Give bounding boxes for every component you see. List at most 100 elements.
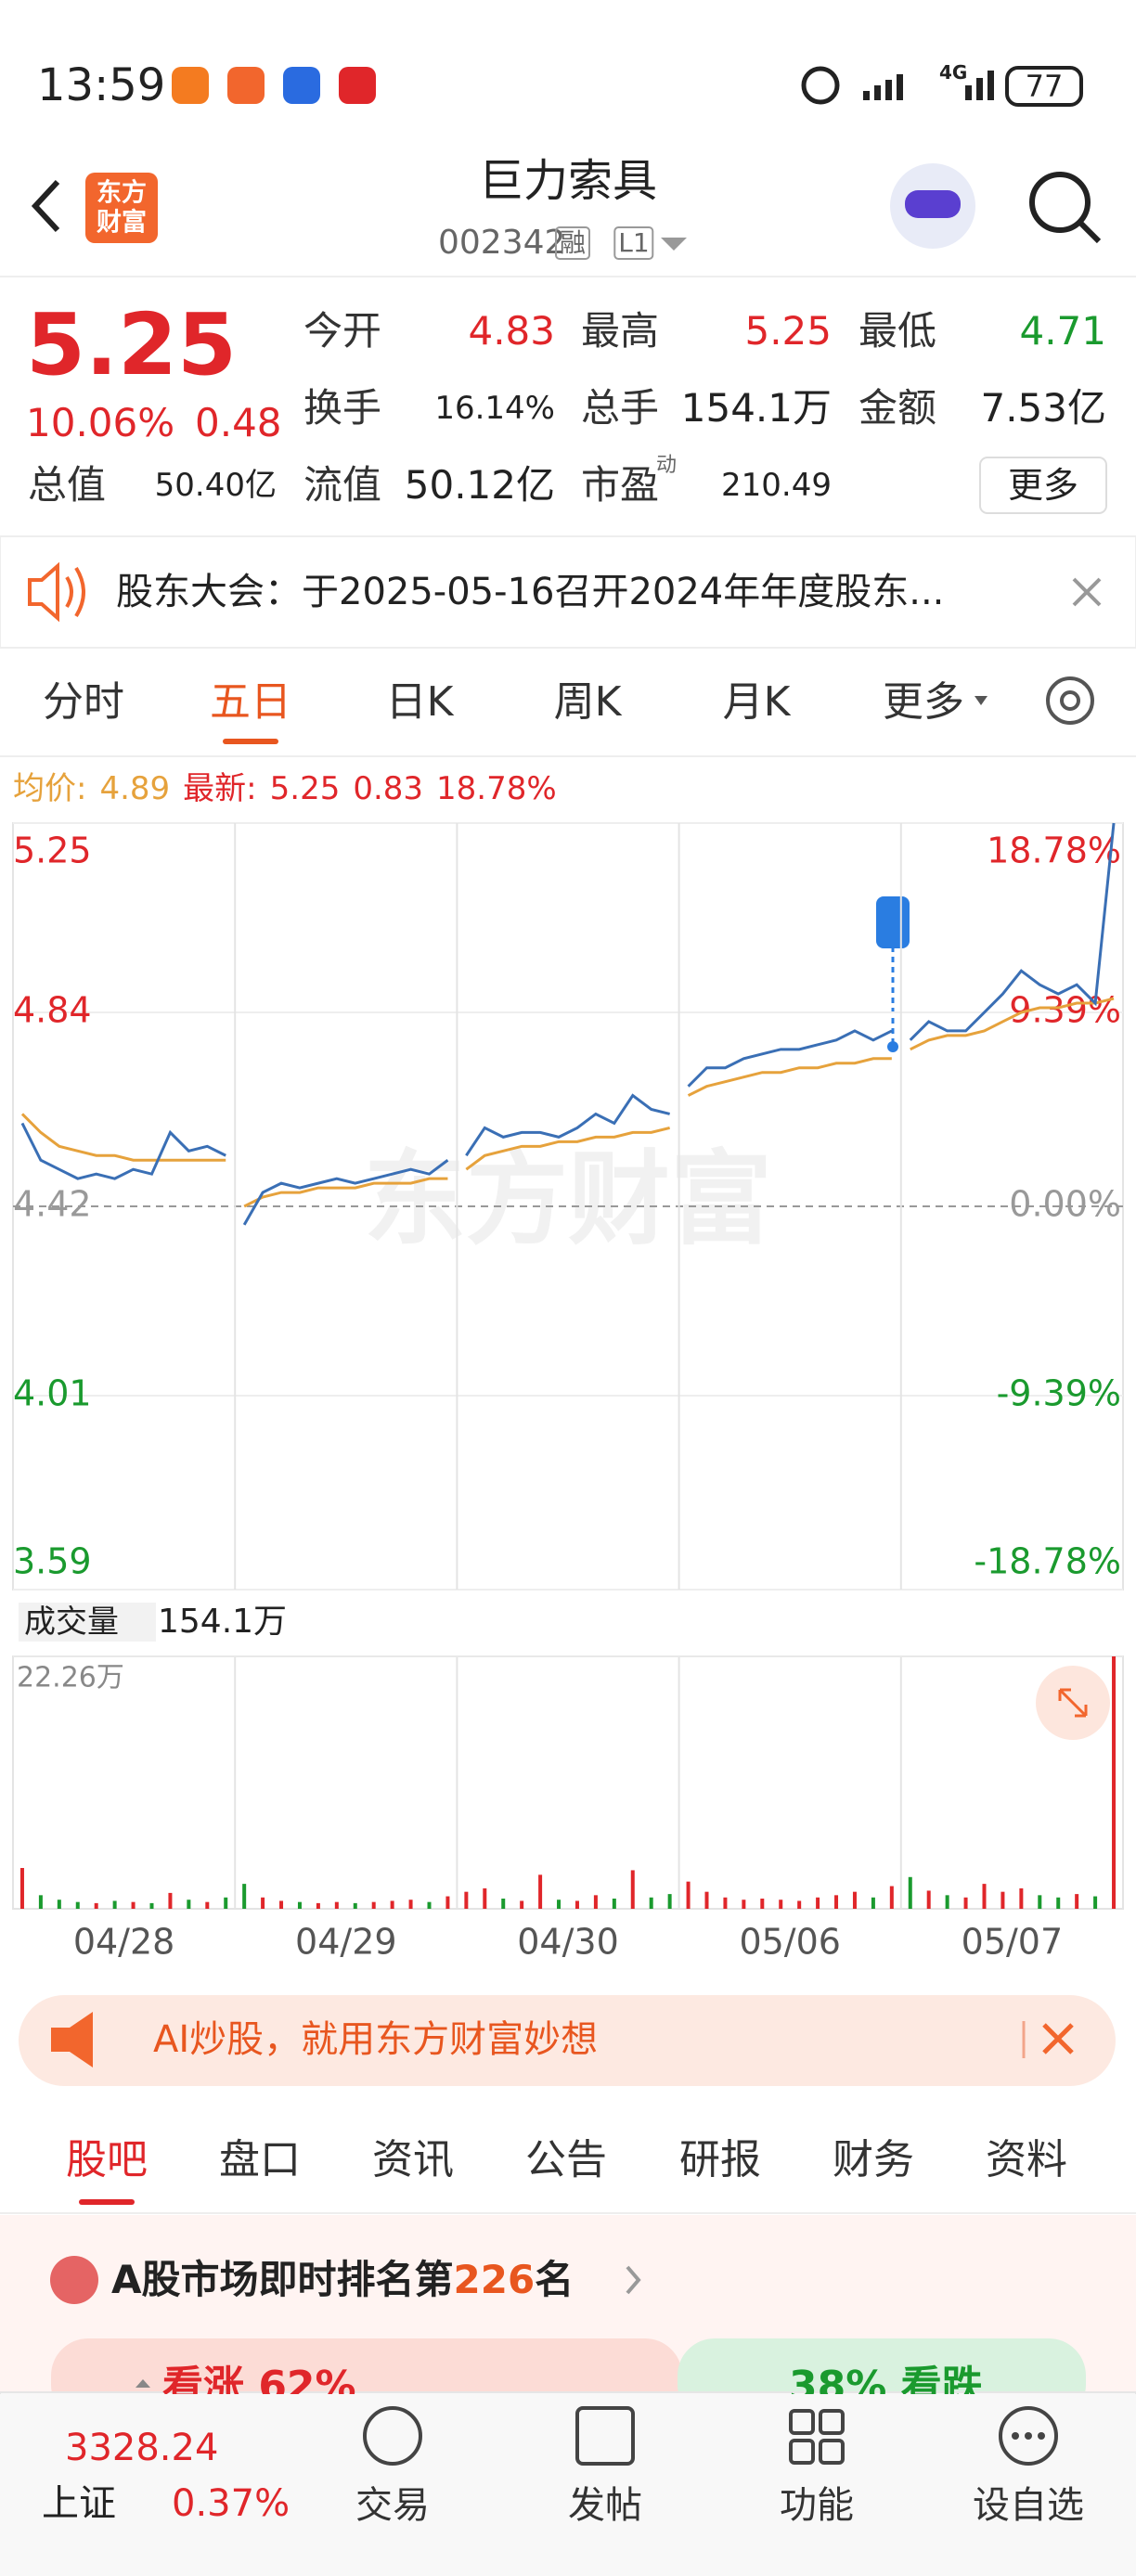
- volume-bar: [187, 1900, 191, 1909]
- ai-banner[interactable]: [19, 1995, 1116, 2086]
- y-tick-label: 3.59: [13, 1541, 92, 1582]
- section-tab[interactable]: 研报: [679, 2136, 761, 2183]
- speaker-icon: [28, 561, 59, 623]
- y-pct-label: 0.00%: [1009, 1184, 1121, 1225]
- section-tab[interactable]: 盘口: [219, 2136, 301, 2183]
- x-tick-label: 05/06: [739, 1922, 841, 1963]
- volume-bar: [131, 1901, 136, 1909]
- volume-bar: [353, 1902, 357, 1909]
- network: 4G: [939, 61, 968, 84]
- more-button[interactable]: [979, 457, 1107, 514]
- chart-tab[interactable]: 更多: [883, 678, 964, 726]
- volume-bar: [667, 1894, 672, 1909]
- volume-bar: [242, 1884, 247, 1909]
- app-icon: [172, 67, 209, 104]
- index-change: 0.37%: [172, 2482, 290, 2525]
- stock-name: 巨力索具: [478, 155, 658, 207]
- logo: [85, 173, 158, 243]
- stat-label: 换手: [303, 385, 382, 431]
- volume-bar: [334, 1901, 339, 1909]
- settings-icon[interactable]: [1046, 676, 1094, 725]
- stat-value: 4.71: [1019, 308, 1106, 354]
- volume-bar: [445, 1896, 450, 1909]
- back-icon[interactable]: [31, 179, 60, 233]
- index-value[interactable]: 3328.24: [65, 2427, 219, 2469]
- nav-label[interactable]: 交易: [355, 2484, 430, 2527]
- pe-note: 动: [655, 454, 678, 477]
- chart-tab[interactable]: 月K: [722, 678, 791, 726]
- chart-tab[interactable]: 五日: [210, 678, 291, 726]
- info-avg-label: 均价:: [13, 770, 87, 807]
- volume-bar: [574, 1900, 579, 1909]
- volume-bar: [538, 1874, 543, 1909]
- volume-bar: [149, 1902, 154, 1909]
- volume-bar: [261, 1897, 265, 1909]
- logo-text: 财富: [97, 208, 147, 238]
- section-tab[interactable]: 股吧: [66, 2136, 148, 2183]
- volume-bar: [723, 1897, 728, 1909]
- volume-bar: [1093, 1896, 1098, 1909]
- volume-bar: [963, 1897, 968, 1909]
- volume-bar: [1038, 1895, 1042, 1909]
- nav-label[interactable]: 发帖: [568, 2484, 642, 2527]
- battery-level: 77: [1025, 69, 1064, 104]
- price-line: [20, 822, 1116, 1226]
- search-icon[interactable]: [1029, 172, 1091, 233]
- nav-label[interactable]: 设自选: [973, 2484, 1084, 2527]
- info-change-pct: 18.78%: [436, 770, 557, 807]
- section-tab[interactable]: 资料: [986, 2136, 1067, 2183]
- app-icon: [283, 67, 320, 104]
- volume-bar: [168, 1892, 173, 1909]
- dropdown-icon[interactable]: [661, 238, 687, 251]
- tab-underline: [79, 2199, 135, 2205]
- ai-banner-text[interactable]: AI炒股，就用东方财富妙想: [153, 2018, 599, 2061]
- notice-text[interactable]: 股东大会：于2025-05-16召开2024年年度股东...: [116, 571, 945, 613]
- volume-bar: [742, 1900, 746, 1909]
- stat-value: 154.1万: [680, 385, 832, 431]
- ranking-suffix: 名: [535, 2257, 574, 2302]
- stat-label: 金额: [858, 385, 937, 431]
- chart-tab[interactable]: 日K: [385, 678, 454, 726]
- volume-bar: [593, 1895, 598, 1909]
- megaphone-icon: [51, 2012, 93, 2067]
- event-point: [887, 1041, 898, 1052]
- volume-bar: [630, 1870, 635, 1909]
- volume-bar: [760, 1899, 765, 1909]
- app-icon: [339, 67, 376, 104]
- more-button-text[interactable]: 更多: [1007, 465, 1079, 506]
- chart-tab[interactable]: 分时: [43, 678, 124, 726]
- average-line: [20, 997, 1115, 1208]
- volume-bar: [57, 1900, 61, 1909]
- battery: [1005, 66, 1083, 107]
- close-icon[interactable]: [1072, 577, 1102, 607]
- y-pct-label: -18.78%: [974, 1541, 1121, 1582]
- chevron[interactable]: [626, 2265, 641, 2295]
- section-tab[interactable]: 公告: [525, 2136, 607, 2183]
- stat-value: 5.25: [744, 308, 832, 354]
- volume-total: 154.1万: [158, 1603, 288, 1641]
- ranking[interactable]: A股市场即时排名第226名: [111, 2260, 574, 2299]
- change-pct: 10.06%: [26, 400, 175, 445]
- search-icon: [1078, 220, 1102, 244]
- volume-bar: [852, 1891, 857, 1909]
- dropdown-icon: [975, 696, 988, 705]
- y-pct-label: -9.39%: [997, 1373, 1121, 1414]
- close-icon[interactable]: [1042, 2023, 1074, 2054]
- logo-text: 东方: [97, 178, 147, 208]
- tab-underline: [223, 739, 278, 744]
- chart-tab[interactable]: 周K: [553, 678, 622, 726]
- nav-label[interactable]: 功能: [780, 2484, 854, 2527]
- price: 5.25: [26, 295, 237, 394]
- volume-bar: [1000, 1891, 1005, 1909]
- volume-bar: [889, 1886, 894, 1909]
- section-tab[interactable]: 财务: [833, 2136, 914, 2183]
- volume-bar: [649, 1897, 653, 1909]
- volume-bar: [75, 1901, 80, 1909]
- volume-bar: [94, 1902, 98, 1909]
- volume-label[interactable]: 成交量: [19, 1603, 156, 1642]
- bottom-nav-cover: [0, 2394, 1136, 2576]
- chart-info: 均价: 4.89 最新: 5.25 0.83 18.78%: [13, 773, 557, 805]
- section-tab[interactable]: 资讯: [372, 2136, 454, 2183]
